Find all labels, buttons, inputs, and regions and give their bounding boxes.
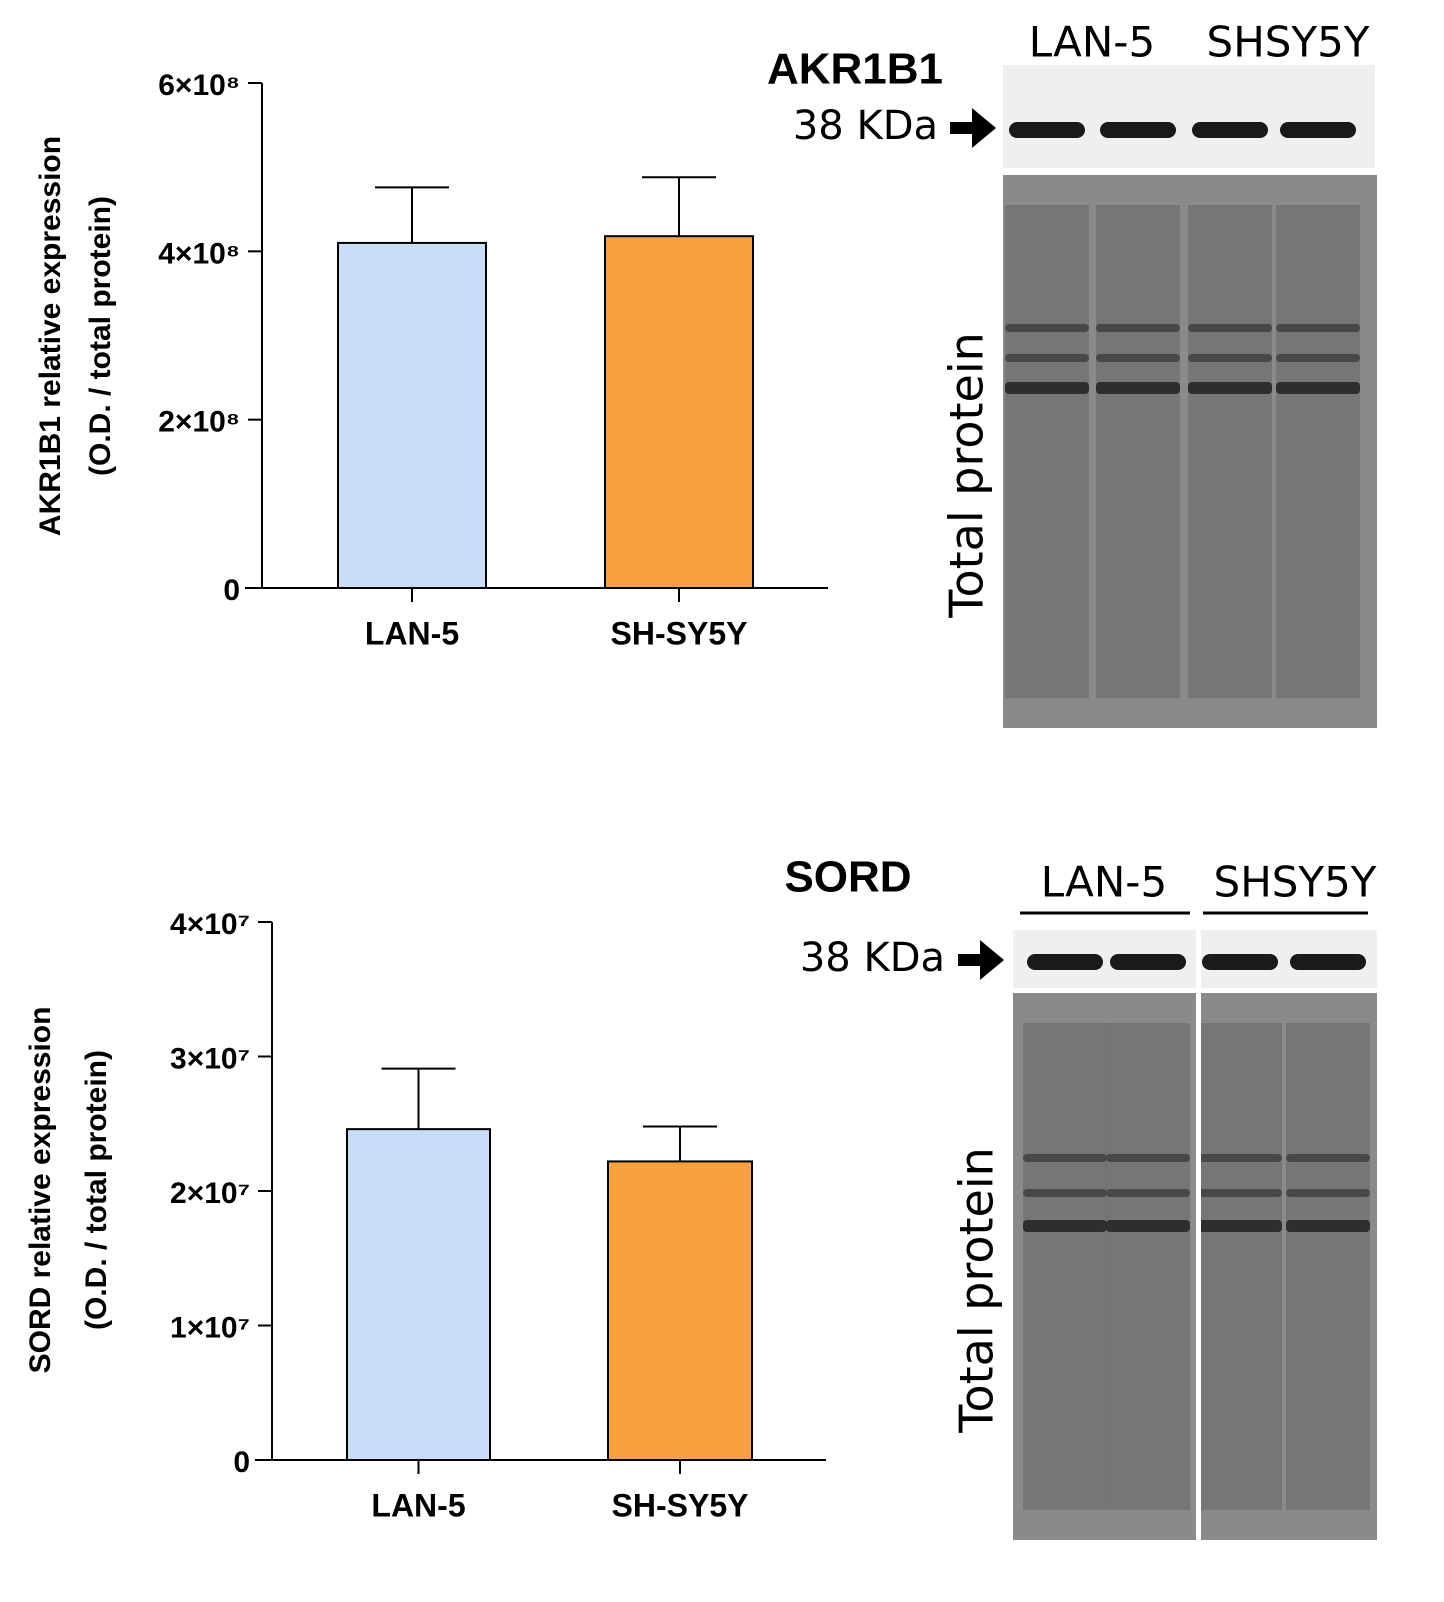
band xyxy=(1100,122,1176,138)
bar xyxy=(607,1160,753,1462)
band xyxy=(1280,122,1356,138)
lane-label: SHSY5Y xyxy=(1214,858,1377,907)
lane-smear xyxy=(1198,1023,1282,1510)
y-tick-label: 6×10⁸ xyxy=(158,69,240,102)
marker-label: 38 KDa xyxy=(800,935,945,981)
error-bar xyxy=(643,1125,717,1162)
protein-band xyxy=(1276,382,1360,394)
y-axis-label: SORD relative expression xyxy=(24,1007,57,1374)
x-tick-label: LAN-5 xyxy=(365,615,459,651)
protein-band xyxy=(1276,324,1360,332)
band xyxy=(1009,122,1085,138)
lane-smear xyxy=(1005,205,1089,698)
y-tick-label: 2×10⁷ xyxy=(170,1177,250,1210)
blot-title: SORD xyxy=(784,853,911,902)
band-blot xyxy=(1003,65,1375,168)
band xyxy=(1202,954,1278,970)
protein-band xyxy=(1023,1154,1107,1162)
protein-band xyxy=(1096,354,1180,362)
protein-band xyxy=(1188,324,1272,332)
marker-label: 38 KDa xyxy=(793,103,938,149)
bar xyxy=(337,241,487,590)
protein-band xyxy=(1198,1220,1282,1232)
protein-band xyxy=(1276,354,1360,362)
lane-smear xyxy=(1286,1023,1370,1510)
lane-smear xyxy=(1106,1023,1190,1510)
lane-label: LAN-5 xyxy=(1041,858,1167,907)
lane-label: SHSY5Y xyxy=(1207,18,1370,67)
protein-band xyxy=(1198,1154,1282,1162)
protein-band xyxy=(1005,382,1089,394)
protein-band xyxy=(1106,1189,1190,1197)
protein-band xyxy=(1005,324,1089,332)
protein-band xyxy=(1198,1189,1282,1197)
blot-title: AKR1B1 xyxy=(767,45,943,94)
protein-band xyxy=(1286,1189,1370,1197)
band xyxy=(1110,954,1186,970)
band xyxy=(1192,122,1268,138)
protein-band xyxy=(1286,1154,1370,1162)
x-tick-label: SH-SY5Y xyxy=(611,615,748,651)
loading-label: Total protein xyxy=(940,332,994,619)
lane-label: LAN-5 xyxy=(1029,18,1155,67)
y-tick-label: 0 xyxy=(233,1446,250,1479)
protein-band xyxy=(1106,1220,1190,1232)
loading-label: Total protein xyxy=(950,1147,1004,1434)
bar xyxy=(604,235,754,590)
lane-smear xyxy=(1023,1023,1107,1510)
y-tick-label: 4×10⁷ xyxy=(170,908,250,941)
y-axis-label: (O.D. / total protein) xyxy=(84,196,117,476)
y-axis-label: AKR1B1 relative expression xyxy=(34,136,67,536)
arrow xyxy=(958,940,1004,980)
protein-band xyxy=(1023,1220,1107,1232)
protein-band xyxy=(1286,1220,1370,1232)
lane-smear xyxy=(1188,205,1272,698)
protein-band xyxy=(1096,382,1180,394)
protein-band xyxy=(1106,1154,1190,1162)
protein-band xyxy=(1188,382,1272,394)
divider xyxy=(1196,930,1201,1540)
error-bar xyxy=(381,1067,456,1130)
x-tick-label: LAN-5 xyxy=(371,1487,465,1523)
y-axis-label: (O.D. / total protein) xyxy=(80,1050,113,1330)
lane-smear xyxy=(1096,205,1180,698)
bar xyxy=(346,1128,491,1461)
error-bar xyxy=(375,186,449,243)
lane-smear xyxy=(1276,205,1360,698)
band xyxy=(1027,954,1103,970)
protein-band xyxy=(1023,1189,1107,1197)
x-tick-label: SH-SY5Y xyxy=(612,1487,749,1523)
protein-band xyxy=(1096,324,1180,332)
y-tick-label: 3×10⁷ xyxy=(170,1042,250,1075)
arrow xyxy=(950,108,996,148)
y-tick-label: 4×10⁸ xyxy=(158,237,240,270)
y-tick-label: 0 xyxy=(223,574,240,607)
band xyxy=(1290,954,1366,970)
error-bar xyxy=(642,176,716,237)
protein-band xyxy=(1188,354,1272,362)
protein-band xyxy=(1005,354,1089,362)
y-tick-label: 2×10⁸ xyxy=(158,406,240,439)
y-tick-label: 1×10⁷ xyxy=(170,1311,250,1344)
